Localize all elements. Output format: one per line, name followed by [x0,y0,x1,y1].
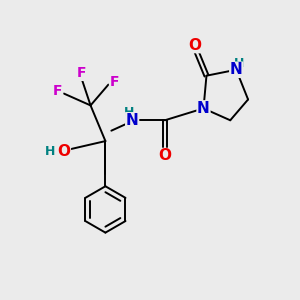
Text: N: N [230,62,243,77]
Text: H: H [234,57,244,70]
Text: N: N [197,101,210,116]
Text: F: F [110,75,119,88]
Text: F: F [53,84,63,98]
Text: O: O [158,148,171,164]
Text: F: F [77,66,86,80]
Text: O: O [188,38,201,52]
Text: H: H [124,106,134,119]
Text: N: N [126,113,139,128]
Text: H: H [45,145,56,158]
Text: O: O [57,144,70,159]
